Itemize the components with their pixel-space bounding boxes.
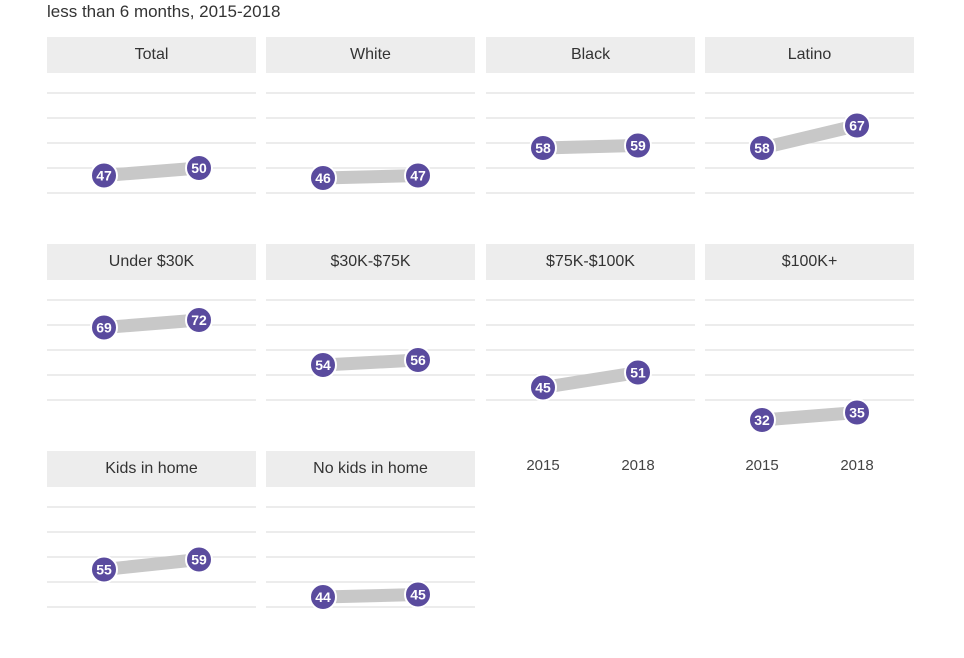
chart-panel: No kids in home444520152018 <box>266 451 475 658</box>
panel-title: Black <box>486 37 695 73</box>
data-point <box>843 111 871 140</box>
data-label: 58 <box>754 140 770 156</box>
data-label: 47 <box>410 168 426 184</box>
dot-plot-svg: 45 51 2015 2018 <box>486 299 695 474</box>
chart-panel: $30K-$75K545620152018 <box>266 244 475 474</box>
data-label: 55 <box>96 562 112 578</box>
panel-title: Latino <box>705 37 914 73</box>
data-point <box>90 313 118 342</box>
data-label: 56 <box>410 352 426 368</box>
chart-panel: Total475020152018 <box>47 37 256 267</box>
data-label: 59 <box>191 552 207 568</box>
connector-line <box>103 161 200 182</box>
chart-subtitle: less than 6 months, 2015-2018 <box>47 2 281 21</box>
data-label: 45 <box>535 380 551 396</box>
dot-plot-svg: 545620152018 <box>266 299 475 474</box>
connector-line <box>322 588 419 604</box>
connector-line <box>542 139 639 155</box>
connector-line <box>541 366 640 394</box>
data-point <box>90 555 118 584</box>
data-label: 47 <box>96 168 112 184</box>
data-point <box>624 131 652 160</box>
data-point <box>748 134 776 162</box>
dot-plot-svg: 32 35 2015 2018 <box>705 299 914 474</box>
panel-title: Total <box>47 37 256 73</box>
dot-plot-svg: 555920152018 <box>47 506 256 608</box>
connector-line <box>322 353 419 372</box>
data-label: 59 <box>630 138 646 154</box>
dot-plot-svg: 585920152018 <box>486 92 695 267</box>
data-label: 44 <box>315 589 331 605</box>
panel-title: $30K-$75K <box>266 244 475 280</box>
data-point <box>624 358 652 387</box>
data-point <box>185 154 213 182</box>
data-label: 58 <box>535 140 551 156</box>
connector-line <box>761 406 858 427</box>
chart-panel: Black585920152018 <box>486 37 695 267</box>
connector-line <box>760 119 859 155</box>
dot-plot-svg: 444520152018 <box>266 506 475 611</box>
dot-plot-svg: 586720152018 <box>705 92 914 267</box>
data-label: 54 <box>315 357 331 373</box>
chart-panel: Latino586720152018 <box>705 37 914 267</box>
chart-panel: Kids in home555920152018 <box>47 451 256 658</box>
connector-line <box>103 553 200 576</box>
chart-panel: $75K-$100K 45 51 2015 2018 <box>486 244 695 474</box>
panel-title: White <box>266 37 475 73</box>
data-label: 35 <box>849 405 865 421</box>
data-point <box>185 306 213 334</box>
data-point <box>309 164 337 192</box>
data-point <box>748 406 776 434</box>
x-tick-label: 2015 <box>745 457 778 474</box>
data-label: 72 <box>191 312 207 328</box>
data-point <box>185 545 213 574</box>
panel-title: Kids in home <box>47 451 256 487</box>
data-point <box>404 161 432 190</box>
connector-line <box>322 169 419 185</box>
data-point <box>90 161 118 190</box>
data-label: 32 <box>754 412 770 428</box>
data-label: 67 <box>849 118 865 134</box>
chart-panel: Under $30K697220152018 <box>47 244 256 474</box>
data-label: 45 <box>410 587 426 603</box>
dot-plot-svg: 475020152018 <box>47 92 256 267</box>
data-point <box>843 398 871 427</box>
chart-panel: $100K+ 32 35 2015 2018 <box>705 244 914 474</box>
panel-title: Under $30K <box>47 244 256 280</box>
panel-title: No kids in home <box>266 451 475 487</box>
x-tick-label: 2015 <box>526 457 559 474</box>
x-tick-label: 2018 <box>840 457 873 474</box>
dot-plot-svg: 697220152018 <box>47 299 256 474</box>
data-label: 46 <box>315 170 331 186</box>
panel-title: $75K-$100K <box>486 244 695 280</box>
data-point <box>529 373 557 402</box>
connector-line <box>103 313 200 334</box>
data-label: 69 <box>96 320 112 336</box>
data-point <box>404 346 432 374</box>
dot-plot-svg: 464720152018 <box>266 92 475 267</box>
data-label: 50 <box>191 160 207 176</box>
data-point <box>309 351 337 379</box>
chart-panel: White464720152018 <box>266 37 475 267</box>
data-label: 51 <box>630 365 646 381</box>
x-tick-label: 2018 <box>621 457 654 474</box>
data-point <box>529 134 557 162</box>
panel-title: $100K+ <box>705 244 914 280</box>
